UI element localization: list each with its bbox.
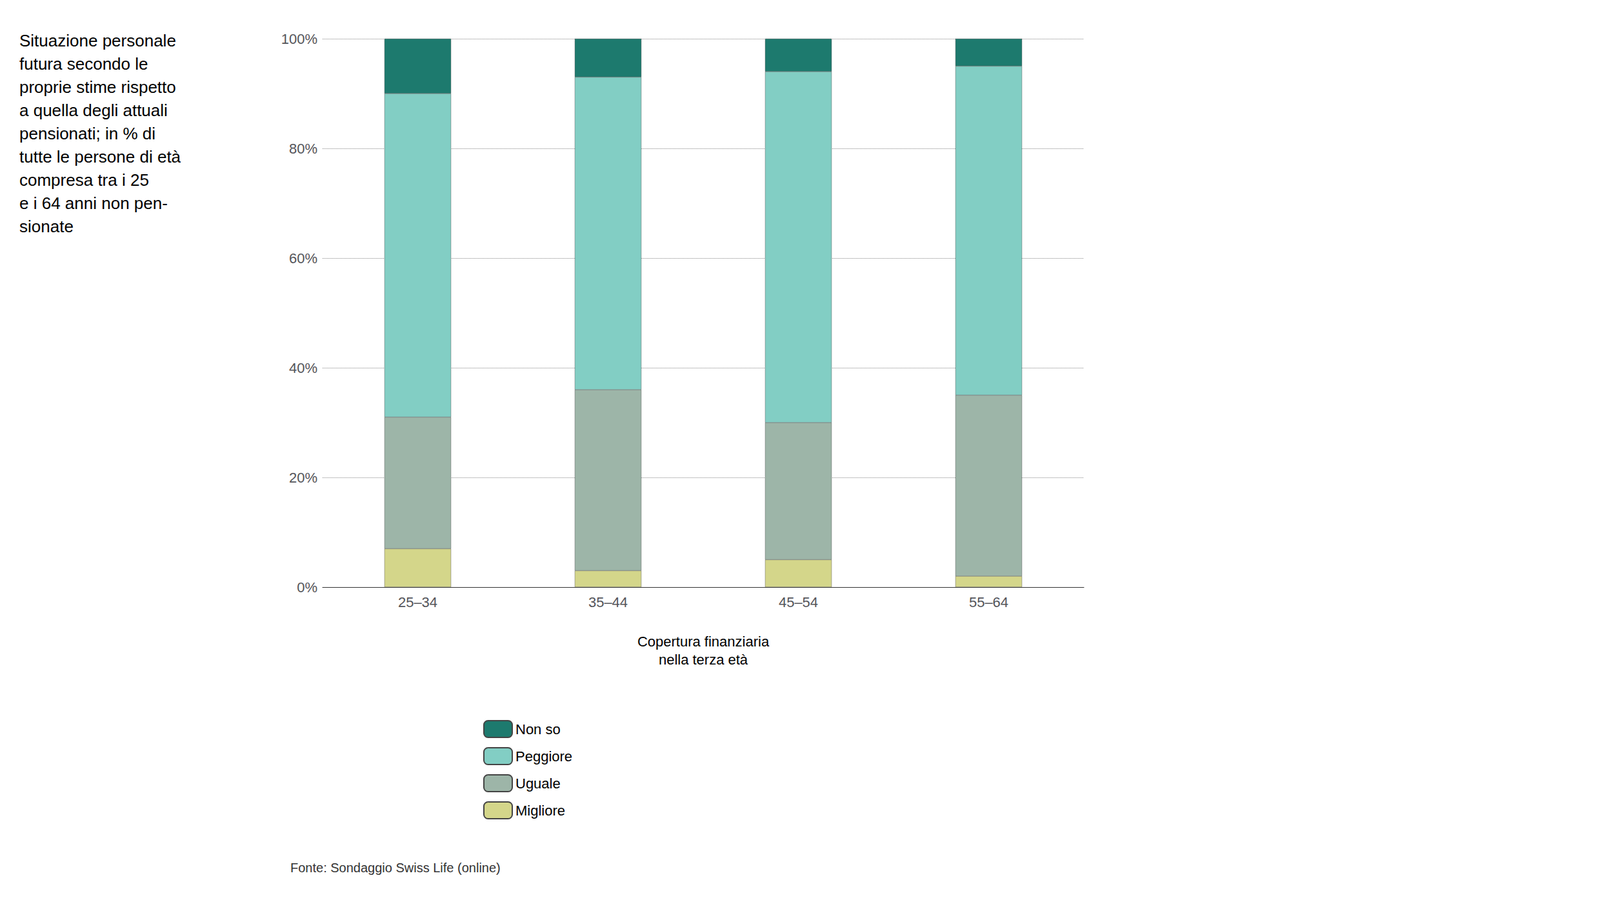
svg-text:tutte le persone di età: tutte le persone di età: [19, 147, 182, 167]
svg-text:20%: 20%: [289, 469, 318, 486]
svg-text:Fonte: Sondaggio Swiss Life (o: Fonte: Sondaggio Swiss Life (online): [290, 860, 501, 875]
svg-text:nella terza età: nella terza età: [658, 651, 749, 668]
svg-text:Non so: Non so: [515, 721, 561, 738]
svg-text:sionate: sionate: [19, 216, 74, 237]
svg-text:futura secondo le: futura secondo le: [19, 54, 148, 74]
svg-text:80%: 80%: [289, 140, 318, 157]
svg-text:Situazione personale: Situazione personale: [19, 30, 177, 51]
svg-text:compresa tra i 25: compresa tra i 25: [19, 170, 150, 190]
svg-text:e i 64 anni non pen-: e i 64 anni non pen-: [19, 193, 168, 213]
svg-text:a quella degli attuali: a quella degli attuali: [19, 100, 168, 120]
svg-text:Peggiore: Peggiore: [515, 748, 573, 765]
svg-text:100%: 100%: [281, 30, 318, 48]
svg-text:Uguale: Uguale: [515, 775, 561, 792]
svg-text:35–44: 35–44: [588, 594, 628, 611]
svg-text:25–34: 25–34: [398, 594, 438, 611]
svg-text:60%: 60%: [289, 250, 318, 267]
svg-text:55–64: 55–64: [969, 594, 1009, 611]
svg-text:40%: 40%: [289, 360, 318, 377]
svg-text:Copertura finanziaria: Copertura finanziaria: [637, 633, 770, 650]
svg-text:0%: 0%: [296, 579, 318, 596]
svg-text:Migliore: Migliore: [515, 802, 566, 819]
svg-text:45–54: 45–54: [778, 594, 819, 611]
svg-text:proprie stime rispetto: proprie stime rispetto: [19, 77, 177, 97]
svg-text:pensionati; in % di: pensionati; in % di: [19, 123, 156, 144]
